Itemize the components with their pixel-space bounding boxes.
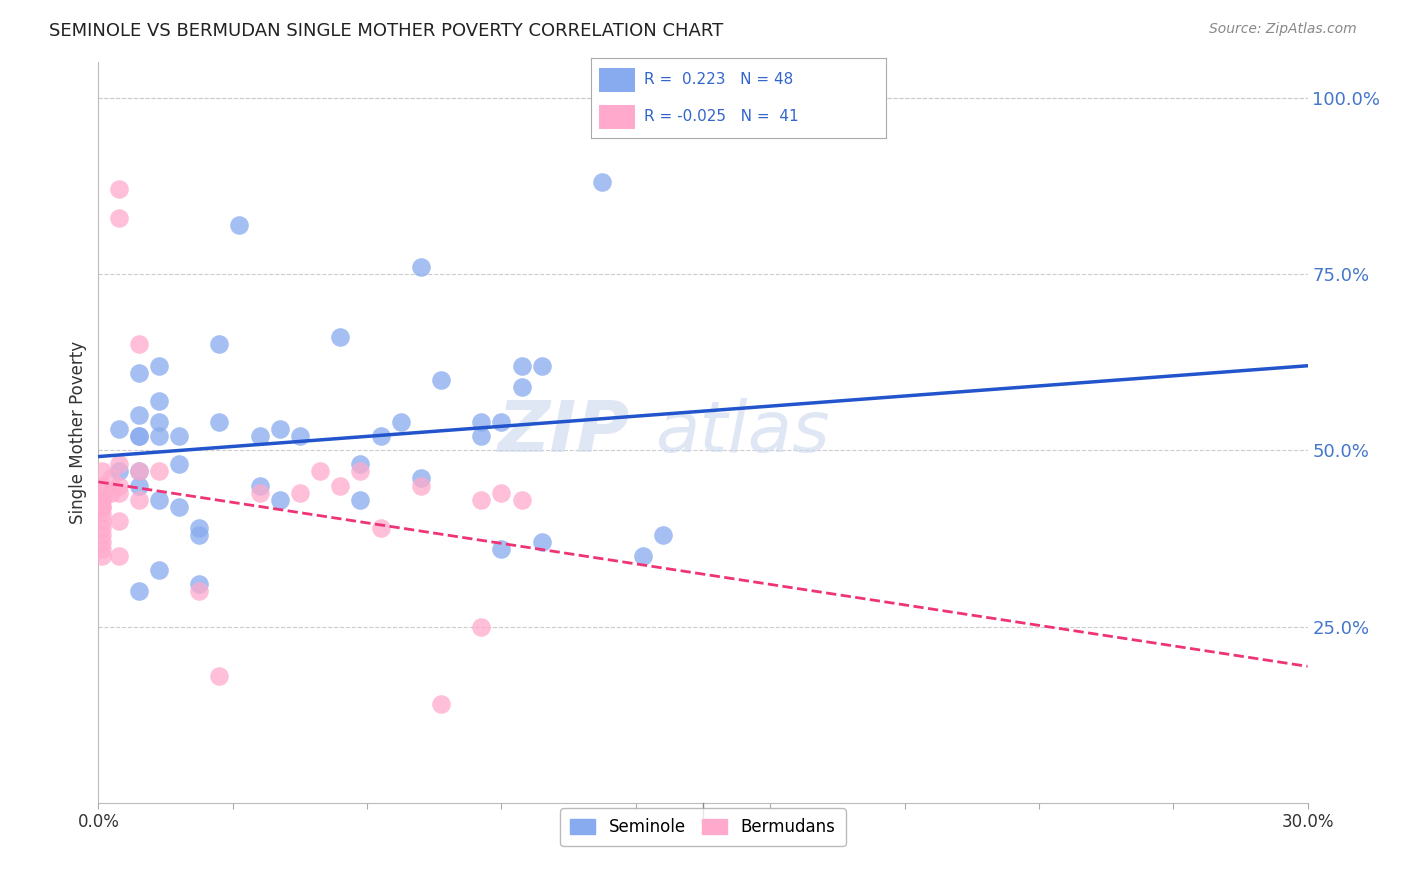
Point (651, 528, 673, 542)
Point (128, 478, 150, 492)
Point (349, 464, 371, 478)
Point (208, 669, 231, 683)
Point (100, 485, 122, 500)
Point (91, 492, 114, 507)
Point (148, 464, 170, 478)
Point (107, 458, 129, 472)
Point (409, 471, 432, 485)
Point (188, 577, 211, 591)
Bar (599, 104, 636, 128)
Point (91, 541, 114, 556)
Point (91, 528, 114, 542)
Point (288, 429, 311, 443)
Point (128, 464, 150, 478)
Point (288, 485, 311, 500)
Point (329, 478, 352, 492)
Point (91, 507, 114, 521)
Point (389, 415, 412, 429)
Point (148, 492, 170, 507)
Text: Source: ZipAtlas.com: Source: ZipAtlas.com (1209, 22, 1357, 37)
Point (228, 218, 250, 232)
Point (470, 492, 492, 507)
Point (107, 464, 129, 478)
Text: ZIP: ZIP (498, 398, 630, 467)
Point (530, 535, 553, 549)
Point (128, 366, 150, 380)
Point (148, 393, 170, 408)
Point (100, 471, 122, 485)
Point (249, 429, 271, 443)
Point (370, 429, 392, 443)
Point (188, 521, 211, 535)
Text: SEMINOLE VS BERMUDAN SINGLE MOTHER POVERTY CORRELATION CHART: SEMINOLE VS BERMUDAN SINGLE MOTHER POVER… (49, 22, 724, 40)
Point (91, 492, 114, 507)
Point (148, 563, 170, 577)
Point (148, 359, 170, 373)
Point (128, 464, 150, 478)
Point (91, 500, 114, 514)
Text: R =  0.223   N = 48: R = 0.223 N = 48 (644, 72, 793, 87)
Point (107, 211, 129, 225)
Point (107, 182, 129, 196)
Point (107, 549, 129, 563)
Point (309, 464, 332, 478)
Bar (599, 68, 636, 92)
Point (631, 549, 654, 563)
Point (91, 549, 114, 563)
Point (491, 541, 513, 556)
Point (470, 415, 492, 429)
Point (167, 458, 190, 472)
Point (128, 429, 150, 443)
Point (128, 492, 150, 507)
Point (409, 260, 432, 274)
Point (91, 478, 114, 492)
Point (470, 429, 492, 443)
Point (188, 584, 211, 599)
Point (208, 337, 231, 351)
Point (510, 359, 533, 373)
Point (91, 464, 114, 478)
Point (510, 380, 533, 394)
Point (128, 337, 150, 351)
Point (249, 485, 271, 500)
Legend: Seminole, Bermudans: Seminole, Bermudans (561, 808, 845, 847)
Point (409, 478, 432, 492)
Point (128, 408, 150, 422)
Point (91, 514, 114, 528)
Point (107, 422, 129, 436)
Point (91, 535, 114, 549)
Point (349, 458, 371, 472)
Point (107, 478, 129, 492)
Point (530, 359, 553, 373)
Point (107, 514, 129, 528)
Point (349, 492, 371, 507)
Point (148, 429, 170, 443)
Text: atlas: atlas (655, 398, 830, 467)
Point (591, 175, 613, 189)
Point (148, 415, 170, 429)
Point (491, 485, 513, 500)
Point (91, 485, 114, 500)
Point (167, 429, 190, 443)
Point (430, 697, 453, 711)
Point (208, 415, 231, 429)
Point (188, 528, 211, 542)
Point (269, 492, 291, 507)
Point (370, 521, 392, 535)
Point (128, 429, 150, 443)
Point (128, 584, 150, 599)
Point (167, 500, 190, 514)
Point (491, 415, 513, 429)
Point (329, 330, 352, 344)
Point (269, 422, 291, 436)
Point (91, 500, 114, 514)
Y-axis label: Single Mother Poverty: Single Mother Poverty (69, 341, 87, 524)
Point (470, 619, 492, 633)
Point (510, 492, 533, 507)
Point (430, 373, 453, 387)
Text: R = -0.025   N =  41: R = -0.025 N = 41 (644, 109, 799, 124)
Point (107, 485, 129, 500)
Point (91, 521, 114, 535)
Point (249, 478, 271, 492)
